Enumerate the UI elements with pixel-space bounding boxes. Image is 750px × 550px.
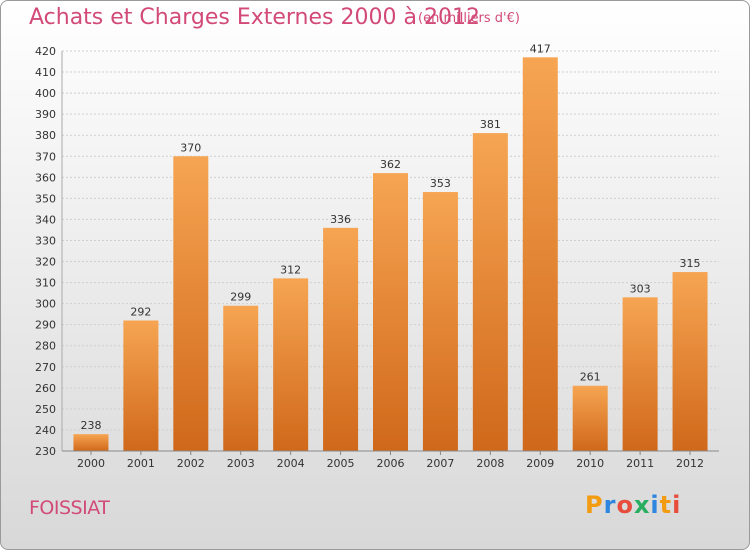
y-tick-label: 390	[35, 108, 56, 121]
logo-letter: r	[603, 491, 617, 519]
y-tick-label: 400	[35, 87, 56, 100]
x-tick-label: 2009	[526, 457, 554, 470]
y-tick-label: 410	[35, 66, 56, 79]
bar-value-label: 261	[580, 371, 601, 384]
bar-2002	[173, 156, 209, 451]
x-tick-label: 2010	[576, 457, 604, 470]
x-tick-label: 2006	[377, 457, 405, 470]
x-tick-label: 2002	[177, 457, 205, 470]
y-tick-label: 290	[35, 319, 56, 332]
bar-value-label: 312	[280, 263, 301, 276]
y-tick-label: 270	[35, 361, 56, 374]
bar-value-label: 417	[530, 42, 551, 55]
y-tick-label: 230	[35, 445, 56, 458]
y-tick-label: 360	[35, 171, 56, 184]
y-tick-label: 240	[35, 424, 56, 437]
bar-2012	[672, 272, 708, 451]
x-axis-ticks: 2000 2001 2002 2003 2004 2005 2006 2007 2008 2009…	[77, 451, 704, 470]
bar-value-label: 238	[80, 419, 101, 432]
x-tick-label: 2003	[227, 457, 255, 470]
y-tick-label: 370	[35, 150, 56, 163]
logo-letter: i	[650, 491, 660, 519]
bar-2004	[273, 278, 309, 451]
bar-2005	[323, 227, 359, 451]
y-tick-label: 350	[35, 192, 56, 205]
x-tick-label: 2004	[277, 457, 305, 470]
bar-value-label: 315	[680, 257, 701, 270]
x-tick-label: 2011	[626, 457, 654, 470]
x-tick-label: 2000	[77, 457, 105, 470]
commune-name: FOISSIAT	[29, 497, 110, 519]
y-tick-label: 310	[35, 277, 56, 290]
y-tick-label: 300	[35, 298, 56, 311]
x-tick-label: 2012	[676, 457, 704, 470]
bar-value-label: 370	[180, 141, 201, 154]
logo-letter: i	[672, 491, 682, 519]
bar-series: 238 292 370 299 312 336 362 353 381 417 261 303 315	[73, 42, 708, 452]
bar-value-label: 303	[630, 282, 651, 295]
x-tick-label: 2001	[127, 457, 155, 470]
bar-2008	[472, 133, 508, 451]
bar-2006	[373, 173, 408, 451]
y-tick-label: 380	[35, 129, 56, 142]
y-axis-ticks: 230 240 250 260 270 280 290 300 310 320 330 340 350 3…	[35, 45, 56, 458]
chart-subtitle: (en milliers d'€)	[418, 11, 520, 26]
x-tick-label: 2008	[476, 457, 504, 470]
bar-value-label: 299	[230, 291, 251, 304]
bar-2009	[522, 57, 558, 451]
bar-2010	[572, 385, 608, 451]
x-tick-label: 2005	[327, 457, 355, 470]
y-tick-label: 340	[35, 213, 56, 226]
bar-value-label: 336	[330, 213, 351, 226]
logo-letter: o	[616, 491, 634, 519]
y-tick-label: 330	[35, 234, 56, 247]
x-tick-label: 2007	[426, 457, 454, 470]
y-tick-label: 320	[35, 256, 56, 269]
logo-letter: t	[659, 491, 673, 519]
logo-letter: x	[633, 491, 651, 519]
bar-value-label: 362	[380, 158, 401, 171]
bar-value-label: 381	[480, 118, 501, 131]
bar-value-label: 292	[130, 305, 151, 318]
proxiti-logo: Proxiti	[585, 491, 681, 519]
bar-2011	[622, 297, 658, 451]
y-tick-label: 420	[35, 45, 56, 58]
logo-letter: P	[585, 491, 604, 519]
y-tick-label: 260	[35, 382, 56, 395]
y-tick-label: 250	[35, 403, 56, 416]
bar-2003	[223, 305, 259, 451]
y-tick-label: 280	[35, 340, 56, 353]
bar-2000	[73, 434, 109, 451]
chart-title: Achats et Charges Externes 2000 à 2012	[29, 5, 480, 30]
bar-value-label: 353	[430, 177, 451, 190]
bar-2007	[422, 192, 458, 452]
bar-2001	[123, 320, 159, 451]
